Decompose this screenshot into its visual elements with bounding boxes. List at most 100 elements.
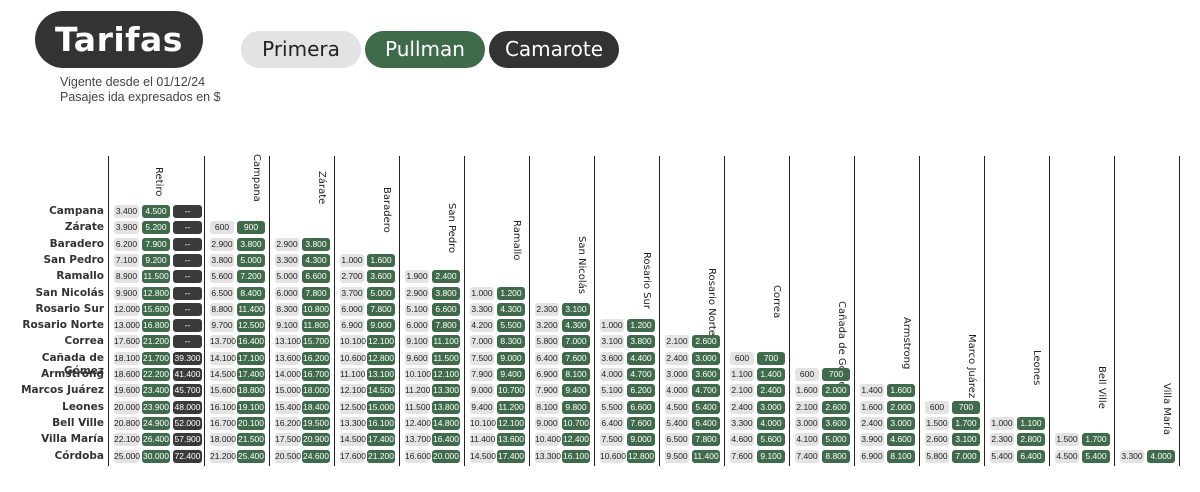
fare-cell-primera: 3.700 — [340, 286, 364, 300]
class-pullman-button[interactable]: Pullman — [365, 31, 485, 68]
fare-cell-primera: 10.100 — [340, 335, 366, 349]
fare-cell-pullman: 8.100 — [887, 449, 915, 463]
currency-note: Pasajes ida expresados en $ — [60, 90, 221, 104]
fare-cell-pullman: 21.500 — [237, 433, 265, 447]
fare-cell-pullman: 20.900 — [302, 433, 330, 447]
fare-cell-primera: 18.100 — [114, 351, 140, 365]
fare-cell-primera: 9.700 — [210, 319, 234, 333]
column-divider — [1049, 156, 1050, 466]
fare-cell-pullman: 22.200 — [142, 368, 170, 381]
fare-cell-primera: 3.300 — [275, 253, 299, 267]
fare-cell-pullman: 9.400 — [562, 384, 590, 398]
fare-cell-primera: 6.000 — [275, 286, 299, 300]
fare-cell-primera: 9.500 — [665, 449, 689, 463]
fare-cell-primera: 16.700 — [210, 416, 236, 430]
fare-cell-primera: 14.500 — [340, 433, 366, 447]
column-header-label: Ramallo — [511, 219, 522, 260]
column-divider — [1114, 156, 1115, 466]
fare-cell-pullman: 6.200 — [627, 384, 655, 398]
fare-cell-pullman: 6.400 — [1017, 449, 1045, 463]
fare-cell-pullman: 9.100 — [757, 449, 785, 463]
fare-cell-pullman: 11.200 — [497, 400, 525, 414]
row-label: Baradero — [49, 237, 104, 250]
fare-cell-primera: 14.500 — [210, 368, 236, 381]
fare-cell-pullman: 3.000 — [692, 351, 720, 365]
fare-cell-primera: 12.000 — [114, 302, 140, 316]
fare-cell-camarote: 48.000 — [173, 400, 202, 414]
class-primera-button[interactable]: Primera — [241, 31, 361, 68]
fare-cell-pullman: 4.700 — [627, 368, 655, 381]
fare-cell-pullman: 8.800 — [822, 449, 850, 463]
fare-cell-pullman: 6.600 — [302, 270, 330, 284]
fare-cell-camarote: -- — [173, 205, 202, 218]
fare-cell-primera: 1.400 — [860, 384, 884, 398]
fare-cell-pullman: 16.400 — [237, 335, 265, 349]
fare-cell-primera: 10.600 — [600, 449, 626, 463]
column-divider — [1179, 156, 1180, 466]
column-divider — [529, 156, 530, 466]
column-header-label: Campana — [251, 154, 262, 203]
fare-cell-primera: 14.500 — [470, 449, 496, 463]
fare-cell-camarote: -- — [173, 302, 202, 316]
fare-cell-primera: 3.200 — [535, 319, 559, 333]
class-camarote-button[interactable]: Camarote — [489, 31, 619, 68]
fare-cell-pullman: 23.900 — [142, 400, 170, 414]
fare-cell-pullman: 9.200 — [142, 253, 170, 267]
fare-cell-primera: 6.500 — [210, 286, 234, 300]
fare-cell-pullman: 19.100 — [237, 400, 265, 414]
column-header-label: Marco Juárez — [966, 333, 977, 398]
fare-cell-primera: 18.600 — [114, 368, 140, 381]
row-label: Córdoba — [54, 449, 104, 462]
fare-cell-pullman: 5.000 — [237, 253, 265, 267]
fare-cell-pullman: 3.600 — [822, 416, 850, 430]
fare-cell-primera: 7.000 — [470, 335, 494, 349]
fare-cell-primera: 6.200 — [114, 237, 139, 251]
column-divider — [984, 156, 985, 466]
fare-cell-pullman: 7.800 — [692, 433, 720, 447]
fare-cell-primera: 5.400 — [665, 416, 689, 430]
fare-cell-primera: 15.000 — [275, 384, 301, 398]
fare-cell-pullman: 1.200 — [497, 286, 525, 300]
fare-cell-pullman: 4.500 — [142, 205, 170, 218]
fare-cell-primera: 6.900 — [340, 319, 364, 333]
fare-cell-primera: 12.500 — [340, 400, 366, 414]
row-label: Rosario Sur — [35, 302, 105, 315]
fare-cell-primera: 13.100 — [275, 335, 301, 349]
fare-cell-primera: 10.100 — [470, 416, 496, 430]
row-label: Bell Ville — [52, 416, 104, 429]
fare-cell-pullman: 1.700 — [952, 416, 980, 430]
fare-cell-primera: 3.300 — [1120, 449, 1144, 463]
fare-cell-primera: 17.600 — [340, 449, 366, 463]
column-header-label: San Nicolás — [576, 235, 587, 294]
fare-cell-primera: 1.000 — [340, 253, 364, 267]
fare-cell-pullman: 11.400 — [692, 449, 720, 463]
fare-cell-pullman: 3.000 — [887, 416, 915, 430]
fare-cell-primera: 5.100 — [600, 384, 624, 398]
fare-cell-pullman: 8.400 — [237, 286, 265, 300]
fare-cell-pullman: 900 — [237, 221, 265, 235]
fare-cell-primera: 3.600 — [600, 351, 624, 365]
fare-cell-primera: 13.700 — [405, 433, 431, 447]
fare-cell-primera: 11.400 — [470, 433, 496, 447]
fare-cell-pullman: 12.100 — [432, 368, 460, 381]
fare-cell-primera: 4.500 — [1055, 449, 1079, 463]
fare-cell-pullman: 18.000 — [302, 384, 330, 398]
fare-cell-primera: 7.500 — [470, 351, 494, 365]
fare-cell-primera: 1.000 — [990, 416, 1014, 430]
fare-cell-pullman: 24.600 — [302, 449, 330, 463]
column-divider — [854, 156, 855, 466]
fare-cell-primera: 14.100 — [210, 351, 236, 365]
fare-cell-pullman: 20.000 — [432, 449, 460, 463]
fare-cell-pullman: 3.800 — [237, 237, 265, 251]
fare-cell-primera: 3.800 — [210, 253, 234, 267]
fare-cell-primera: 15.600 — [210, 384, 236, 398]
fare-cell-primera: 19.600 — [114, 384, 140, 398]
fare-cell-primera: 3.300 — [730, 416, 754, 430]
validity-note: Vigente desde el 01/12/24 — [60, 75, 206, 89]
fare-cell-pullman: 5.000 — [822, 433, 850, 447]
fare-cell-pullman: 700 — [757, 351, 785, 365]
fare-cell-pullman: 2.400 — [757, 384, 785, 398]
column-divider — [724, 156, 725, 466]
fare-cell-primera: 3.300 — [470, 302, 494, 316]
